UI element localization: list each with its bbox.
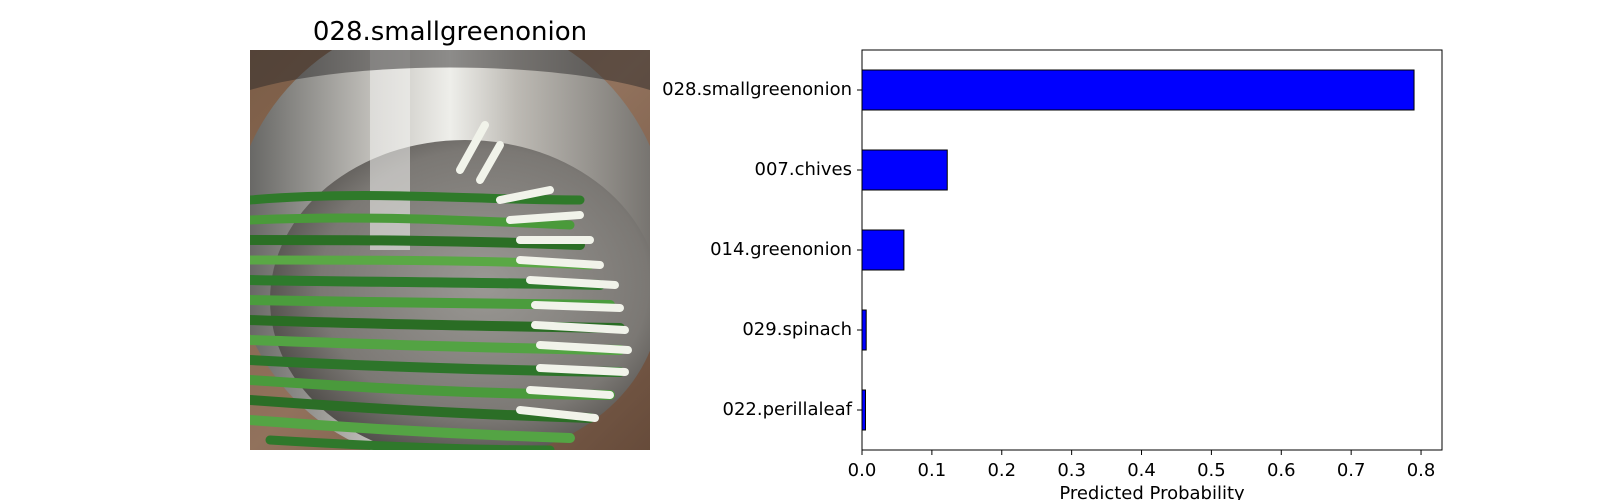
x-axis-label: Predicted Probability [1059, 483, 1245, 500]
bar-029.spinach [861, 309, 867, 351]
bar-028.smallgreenonion [861, 69, 1415, 111]
y-axis: 028.smallgreenonion 007.chives 014.greenon… [662, 79, 862, 420]
x-tick-label: 0.7 [1337, 460, 1366, 481]
bars-layer [861, 69, 1415, 431]
y-tick-label: 007.chives [755, 159, 853, 180]
y-tick-label: 028.smallgreenonion [662, 79, 852, 100]
x-tick-label: 0.0 [848, 460, 877, 481]
bar-022.perillaleaf [861, 389, 866, 431]
image-title: 028.smallgreenonion [312, 17, 588, 47]
x-tick-label: 0.1 [918, 460, 947, 481]
bar-014.greenonion [861, 229, 905, 271]
x-tick-label: 0.2 [987, 460, 1016, 481]
y-tick-label: 022.perillaleaf [723, 399, 853, 420]
bar-007.chives [861, 149, 948, 191]
x-tick-label: 0.8 [1407, 460, 1436, 481]
y-tick-label: 029.spinach [742, 319, 852, 340]
x-tick-label: 0.6 [1267, 460, 1296, 481]
y-tick-label: 014.greenonion [710, 239, 852, 260]
food-photo [250, 50, 650, 450]
x-tick-label: 0.3 [1057, 460, 1086, 481]
x-tick-label: 0.4 [1127, 460, 1156, 481]
x-tick-label: 0.5 [1197, 460, 1226, 481]
x-axis: 0.0 0.1 0.2 0.3 0.4 0.5 0.6 0.7 0.8 [848, 450, 1436, 481]
